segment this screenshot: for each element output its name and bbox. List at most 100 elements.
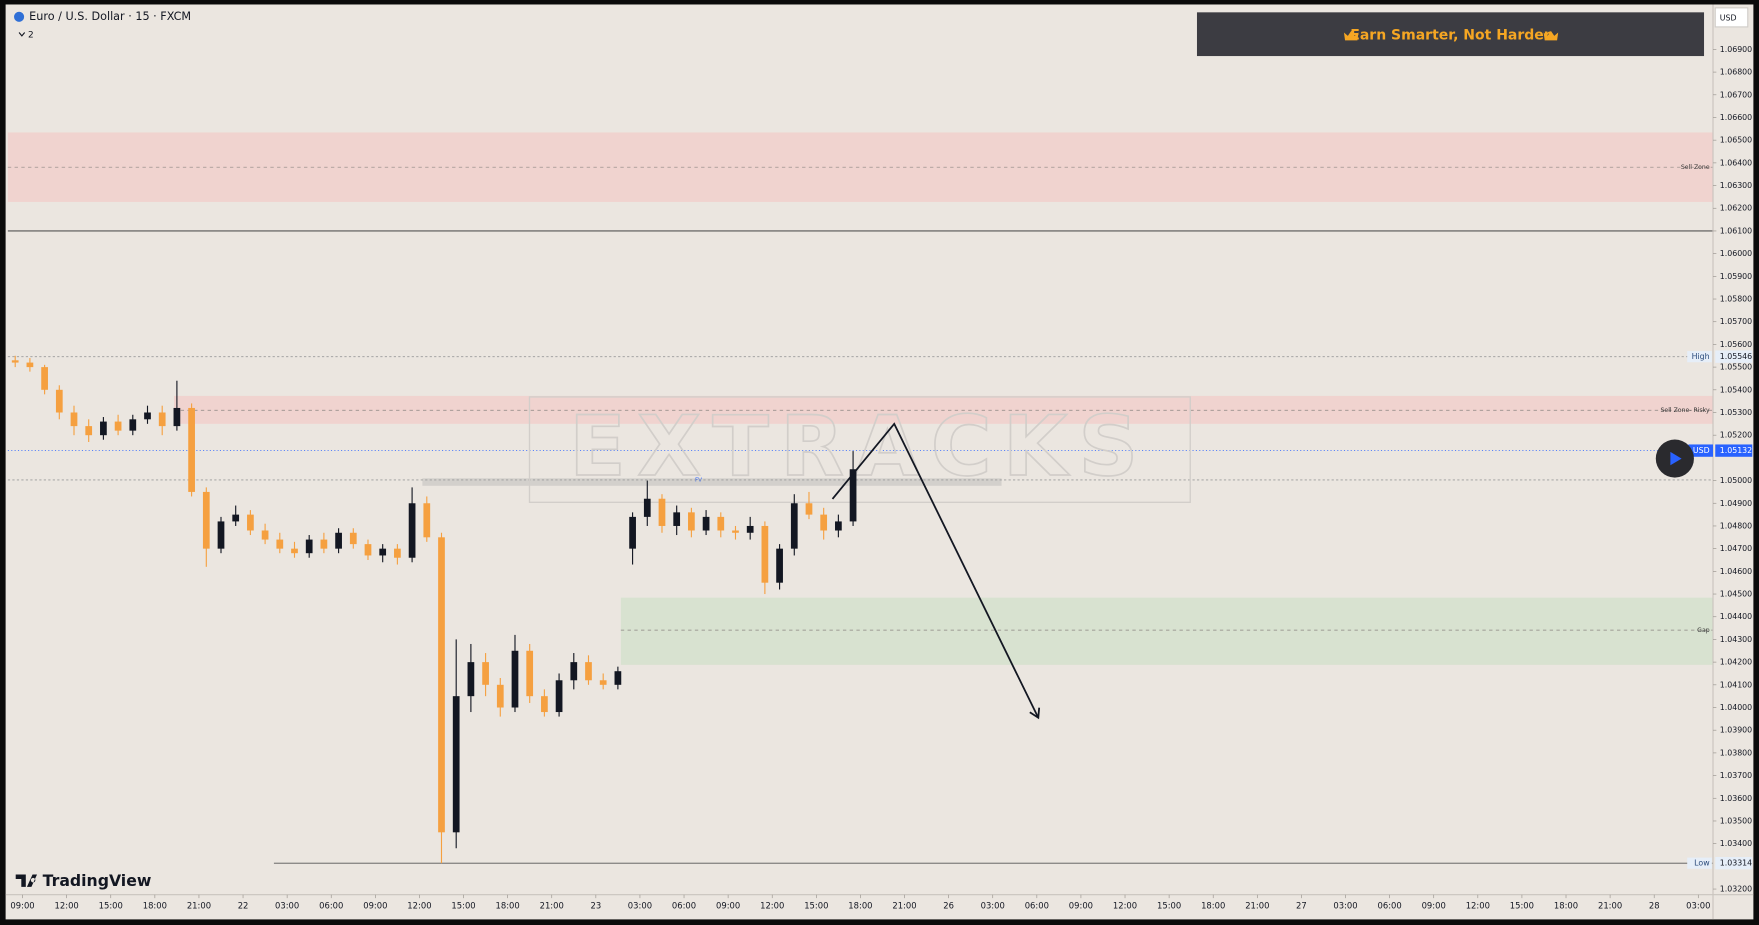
zone [173, 395, 1714, 424]
candle-body [261, 530, 269, 540]
watermark-text: EXTRACKS [569, 398, 1149, 495]
y-tick-label: 1.05800 [1720, 295, 1752, 304]
candle-body [291, 548, 298, 554]
candle-body [188, 407, 195, 492]
candle-body [849, 469, 857, 522]
candle-body [541, 696, 548, 713]
y-tick-label: 1.05200 [1720, 431, 1752, 440]
x-tick-label: 15:00 [1510, 900, 1534, 910]
x-tick-label: 27 [1296, 900, 1307, 910]
indicators-toggle[interactable] [18, 32, 26, 37]
y-tick-label: 1.05900 [1720, 272, 1752, 281]
y-tick-label: 1.03500 [1720, 816, 1752, 825]
candle-body [11, 360, 19, 363]
y-tick-label: 1.04200 [1720, 658, 1752, 667]
candle-body [114, 421, 122, 431]
y-tick-label: 1.06400 [1720, 158, 1752, 167]
currency-box[interactable] [1714, 7, 1749, 28]
x-tick-label: 15:00 [1157, 900, 1181, 910]
candle-body [585, 662, 592, 681]
candle-body [526, 650, 534, 697]
x-tick-label: 26 [943, 900, 954, 910]
candle-body [394, 548, 401, 558]
y-tick-label: 1.06700 [1720, 90, 1752, 99]
candle-body [173, 407, 181, 427]
y-tick-label: 1.06300 [1720, 181, 1752, 190]
x-tick-label: 12:00 [1466, 900, 1490, 910]
x-tick-label: 28 [1649, 900, 1660, 910]
last-price-symbol: USD [1693, 446, 1710, 455]
y-tick-label: 1.06900 [1720, 45, 1752, 54]
zone-label: Sell Zone [1681, 164, 1710, 171]
candle-body [688, 512, 695, 531]
projection-arrowhead [1029, 707, 1041, 720]
x-tick-label: 18:00 [848, 900, 872, 910]
x-tick-label: 09:00 [716, 900, 740, 910]
x-tick-label: 06:00 [1025, 900, 1049, 910]
replay-icon[interactable] [1670, 451, 1682, 466]
level-label: High [1692, 352, 1710, 361]
y-tick-label: 1.03400 [1720, 839, 1752, 848]
candle-body [835, 521, 842, 531]
y-tick-label: 1.04000 [1720, 703, 1752, 712]
y-tick-label: 1.06200 [1720, 204, 1752, 213]
candle-body [570, 662, 578, 681]
brand-logo [15, 874, 38, 887]
zone-label: Sell Zone- Risky [1661, 407, 1710, 414]
y-tick-label: 1.06000 [1720, 249, 1752, 258]
candle-body [482, 662, 489, 685]
symbol-icon[interactable] [14, 11, 25, 22]
x-tick-label: 03:00 [1686, 900, 1710, 910]
candle-body [776, 548, 783, 583]
x-tick-label: 21:00 [187, 900, 211, 910]
y-tick-label: 1.04100 [1720, 680, 1752, 689]
candles-layer [11, 355, 857, 864]
axes-layer: High 1.05546 Low 1.03314 USD 1.05132 1.06900 1.… [10, 45, 1753, 910]
x-tick-label: 21:00 [892, 900, 916, 910]
banner-text: Earn Smarter, Not Harder [1350, 27, 1551, 43]
x-tick-label: 09:00 [1069, 900, 1093, 910]
indicator-count[interactable]: 2 [28, 30, 34, 40]
x-tick-label: 06:00 [319, 900, 343, 910]
y-tick-label: 1.04900 [1720, 499, 1752, 508]
y-tick-label: 1.03800 [1720, 748, 1752, 757]
candle-body [614, 671, 622, 685]
candle-body [408, 503, 416, 558]
x-tick-label: 15:00 [99, 900, 123, 910]
x-tick-label: 21:00 [1598, 900, 1622, 910]
level-label-bg [1687, 857, 1712, 869]
candle-body [805, 503, 813, 515]
candle-body [658, 498, 666, 526]
candle-body [629, 516, 636, 549]
y-tick-label: 1.05000 [1720, 476, 1752, 485]
candle-body [217, 521, 225, 549]
last-price-tag-bg [1715, 444, 1753, 457]
x-tick-label: 18:00 [496, 900, 520, 910]
candle-body [247, 514, 254, 531]
candle-body [144, 412, 151, 420]
zones-layer: Sell Zone Sell Zone- Risky Gap FV [7, 132, 1714, 665]
y-tick-label: 1.06800 [1720, 68, 1752, 77]
candle-body [452, 696, 460, 833]
crown-icon [1543, 30, 1559, 41]
last-price-tag: 1.05132 [1720, 446, 1752, 455]
y-tick-label: 1.04800 [1720, 521, 1752, 530]
y-tick-label: 1.05300 [1720, 408, 1752, 417]
candle-body [717, 516, 725, 531]
brand-name: TradingView [43, 871, 152, 890]
candle-body [673, 512, 681, 526]
candle-body [820, 514, 828, 531]
level-tag-bg [1715, 350, 1753, 363]
currency-label[interactable]: USD [1720, 13, 1737, 22]
symbol-title[interactable]: Euro / U.S. Dollar · 15 · FXCM [29, 10, 191, 23]
candle-body [379, 548, 387, 556]
zone [620, 597, 1714, 665]
y-tick-label: 1.06600 [1720, 113, 1752, 122]
candle-body [438, 537, 445, 833]
x-tick-label: 09:00 [1422, 900, 1446, 910]
candle-body [511, 650, 519, 708]
banner [1196, 12, 1705, 57]
y-tick-label: 1.04700 [1720, 544, 1752, 553]
x-tick-label: 23 [590, 900, 601, 910]
